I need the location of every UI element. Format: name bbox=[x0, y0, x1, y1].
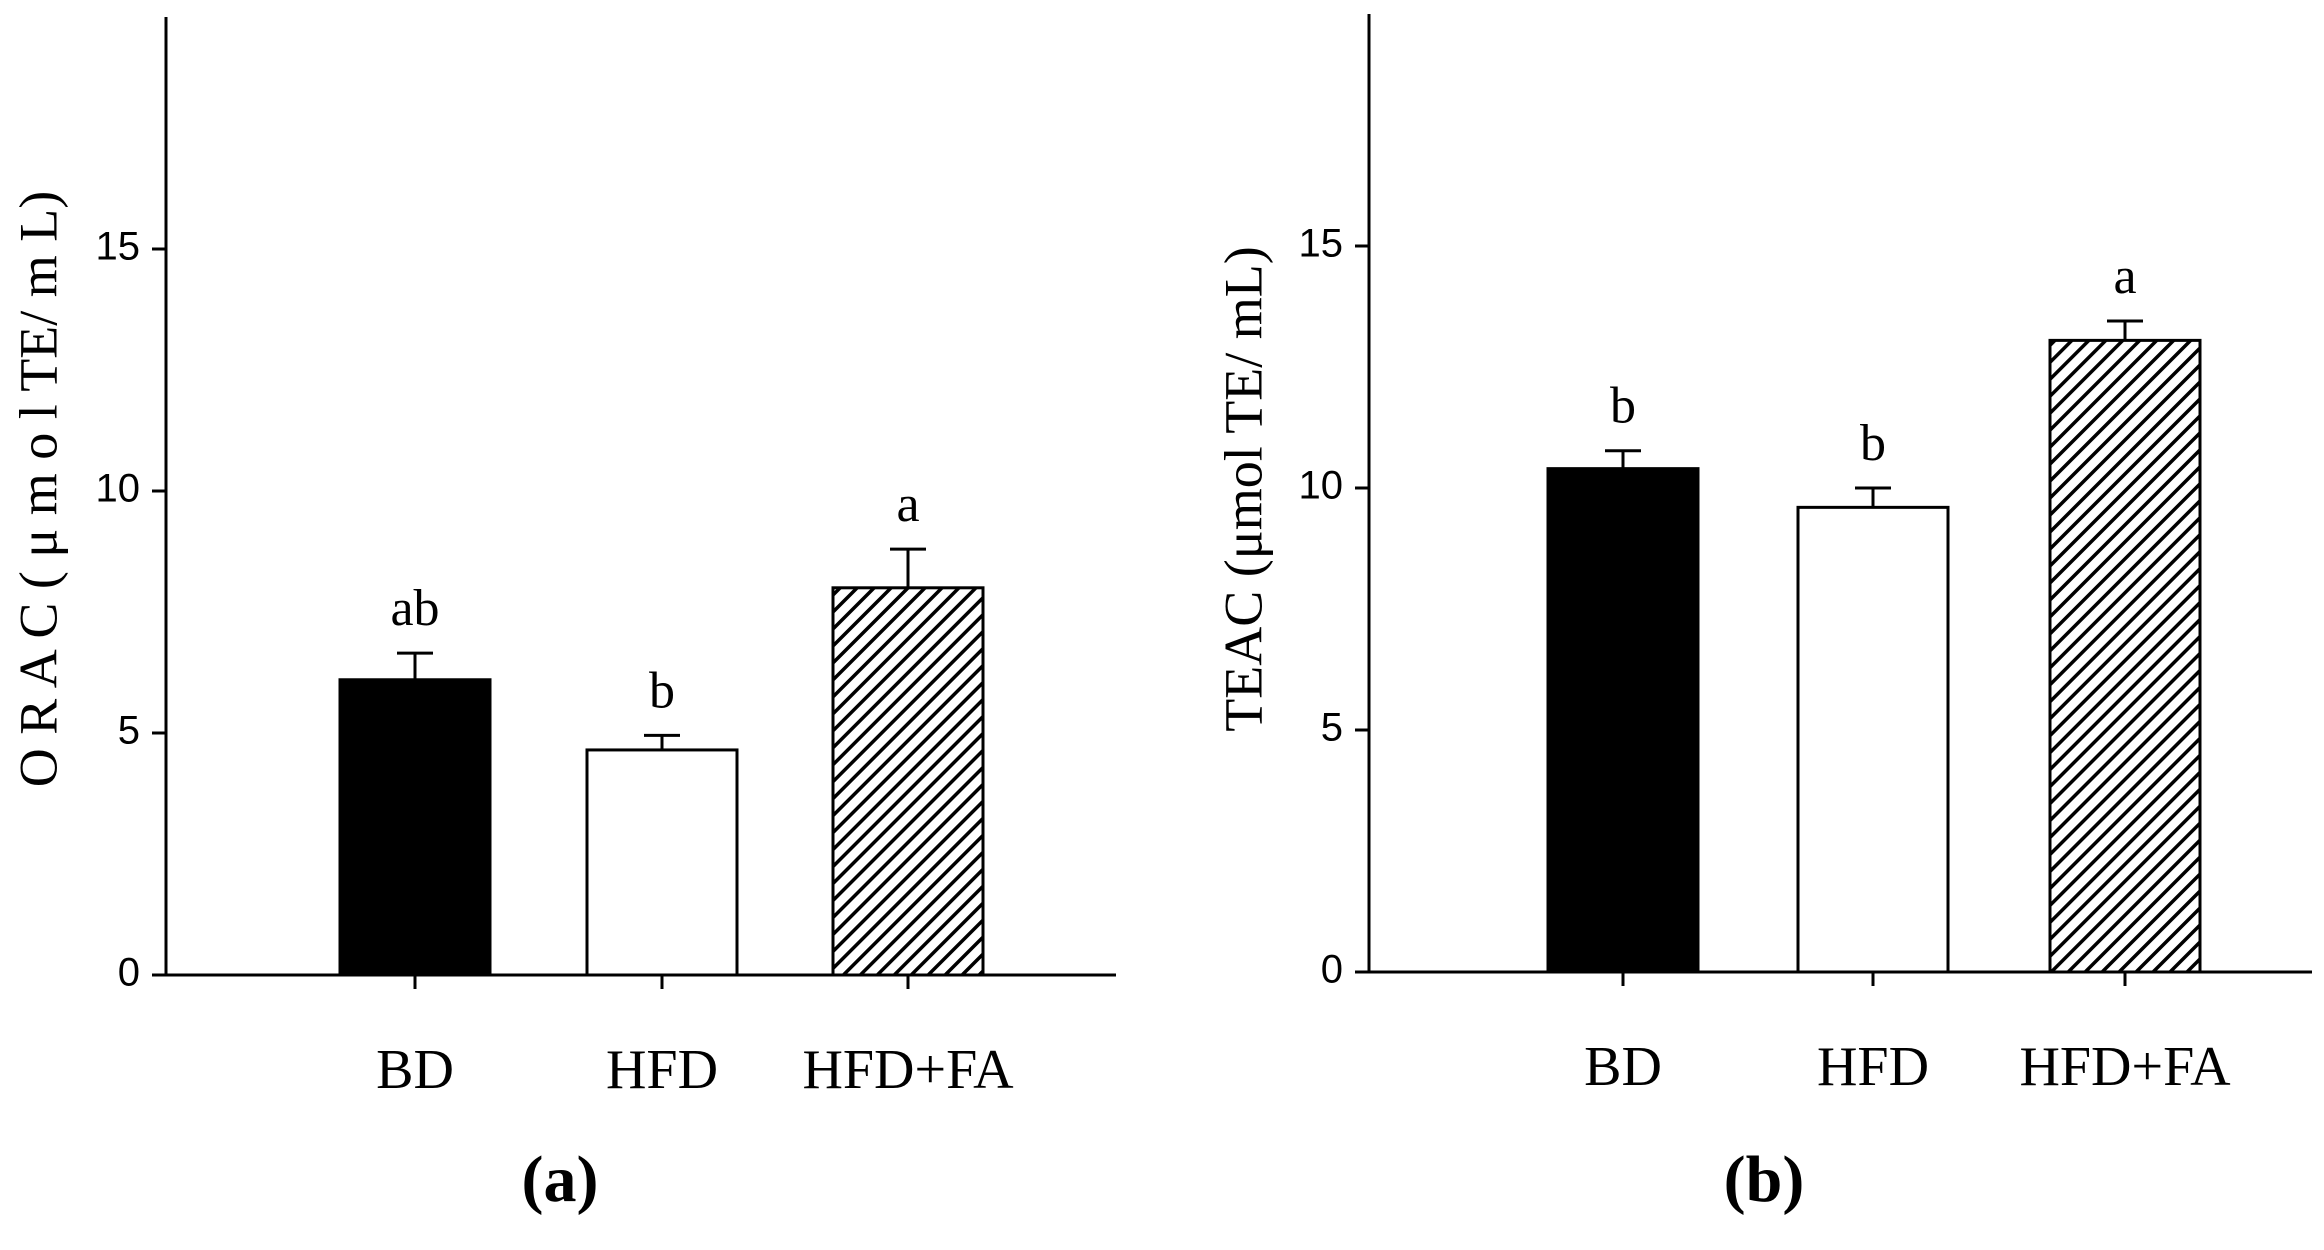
y-tick-label: 5 bbox=[118, 709, 140, 753]
significance-label: a bbox=[896, 476, 919, 533]
significance-label: b bbox=[649, 662, 675, 719]
bar bbox=[831, 586, 985, 977]
bar bbox=[2048, 338, 2202, 974]
y-tick-label: 15 bbox=[96, 225, 141, 269]
significance-label: b bbox=[1610, 378, 1636, 435]
y-tick-label: 0 bbox=[118, 951, 140, 995]
panel-label: (a) bbox=[522, 1143, 599, 1216]
y-axis-label: O R A C ( μ m o l TE/ m L) bbox=[8, 191, 68, 787]
y-axis-label: TEAC (μmol TE/ mL) bbox=[1213, 246, 1273, 731]
significance-label: b bbox=[1860, 415, 1886, 472]
bar bbox=[1546, 467, 1700, 974]
significance-label: ab bbox=[390, 580, 439, 637]
y-tick-label: 15 bbox=[1299, 222, 1344, 266]
x-tick-label: BD bbox=[376, 1039, 454, 1101]
y-tick-label: 10 bbox=[1299, 464, 1344, 508]
x-tick-label: HFD bbox=[1817, 1036, 1929, 1098]
y-tick-label: 5 bbox=[1321, 706, 1343, 750]
significance-label: a bbox=[2113, 248, 2136, 305]
y-tick-label: 10 bbox=[96, 467, 141, 511]
bar bbox=[585, 748, 739, 977]
x-tick-label: HFD bbox=[606, 1039, 718, 1101]
x-tick-label: BD bbox=[1584, 1036, 1662, 1098]
panel-label: (b) bbox=[1724, 1143, 1805, 1216]
bar bbox=[338, 678, 492, 977]
x-tick-label: HFD+FA bbox=[2019, 1036, 2231, 1098]
y-tick-label: 0 bbox=[1321, 948, 1343, 992]
bar bbox=[1796, 505, 1950, 974]
x-tick-label: HFD+FA bbox=[802, 1039, 1014, 1101]
